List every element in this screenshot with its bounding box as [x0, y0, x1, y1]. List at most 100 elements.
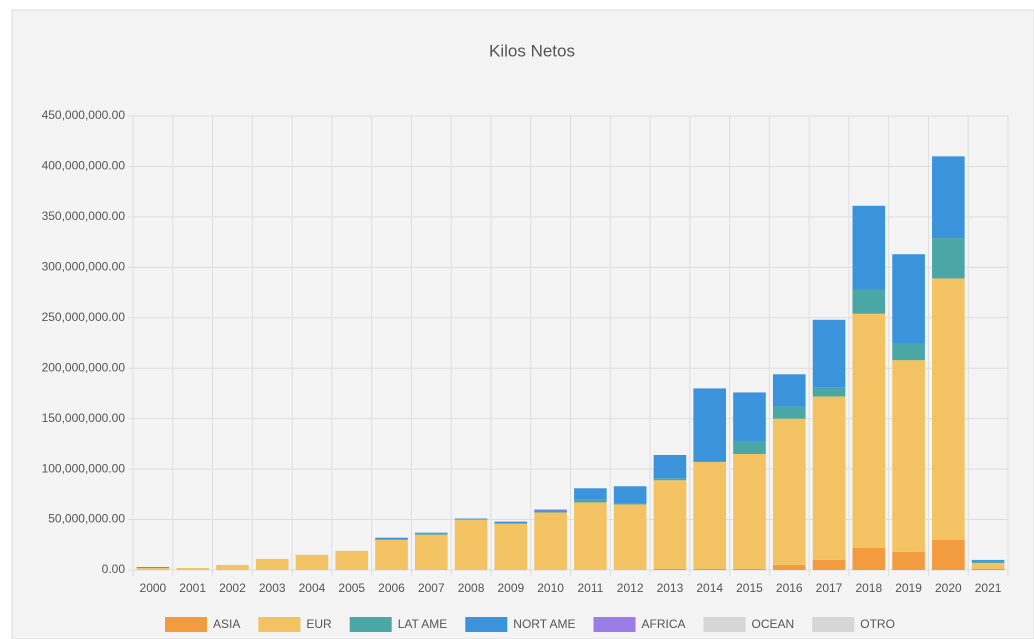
bar-segment [772, 564, 806, 570]
x-tick-label: 2018 [855, 581, 882, 595]
legend-label: ASIA [213, 617, 240, 631]
x-tick-label: 2014 [696, 581, 723, 595]
y-tick-label: 200,000,000.00 [42, 360, 126, 374]
bar-segment [534, 512, 567, 570]
bar-segment [653, 568, 687, 570]
bar-segment [255, 558, 289, 570]
legend-label: NORT AME [513, 617, 575, 631]
bar-segment [693, 568, 727, 570]
bar-segment [534, 509, 567, 511]
bar-segment [892, 254, 925, 343]
bar-segment [653, 478, 687, 481]
bar-segment [574, 488, 607, 500]
x-tick-label: 2011 [577, 581, 603, 595]
chart-title: Kilos Netos [489, 41, 575, 60]
bar-segment [653, 454, 687, 479]
legend-label: OCEAN [752, 617, 795, 631]
bar-segment [892, 343, 925, 361]
bar-segment [574, 499, 607, 503]
y-tick-label: 0.00 [102, 562, 126, 576]
x-tick-label: 2019 [895, 581, 922, 595]
x-tick-label: 2007 [418, 581, 445, 595]
bar-segment [733, 441, 766, 454]
bar-segment [932, 156, 965, 239]
bar-segment [812, 559, 846, 570]
legend-swatch [593, 617, 636, 632]
bar-segment [375, 539, 408, 570]
bar-segment [971, 562, 1005, 569]
bar-segment [852, 547, 886, 570]
bar-segment [216, 564, 249, 570]
legend-swatch [349, 617, 392, 632]
bar-segment [733, 568, 766, 570]
bar-segment [772, 406, 806, 419]
legend-swatch [703, 617, 746, 632]
bar-segment [733, 453, 766, 569]
x-tick-label: 2005 [338, 581, 365, 595]
bar-segment [852, 313, 886, 548]
x-tick-label: 2002 [219, 581, 246, 595]
legend-swatch [165, 617, 207, 632]
x-tick-label: 2008 [458, 581, 485, 595]
x-tick-label: 2015 [736, 581, 763, 595]
x-tick-label: 2004 [299, 581, 326, 595]
bar-segment [136, 567, 170, 570]
bar-segment [136, 566, 170, 568]
bar-segment [852, 289, 886, 314]
y-tick-label: 300,000,000.00 [42, 260, 126, 274]
legend-label: OTRO [860, 617, 895, 631]
bar-segment [852, 205, 886, 290]
bar-segment [613, 486, 647, 504]
bar-segment [414, 534, 448, 570]
bar-segment [534, 510, 567, 512]
x-tick-label: 2017 [816, 581, 843, 595]
bar-segment [693, 461, 727, 463]
bar-segment [892, 551, 925, 570]
bar-segment [693, 388, 727, 462]
y-tick-label: 250,000,000.00 [42, 310, 126, 324]
y-tick-label: 450,000,000.00 [42, 108, 126, 122]
bar-segment [932, 238, 965, 279]
legend-swatch [812, 617, 855, 632]
legend-label: AFRICA [642, 617, 686, 631]
x-tick-label: 2020 [935, 581, 962, 595]
bar-segment [335, 550, 369, 570]
bar-segment [772, 418, 806, 565]
bar-segment [932, 278, 965, 540]
bar-segment [892, 360, 925, 552]
legend-label: EUR [306, 617, 332, 631]
bar-segment [812, 396, 846, 560]
bar-segment [613, 504, 647, 570]
x-tick-label: 2003 [259, 581, 286, 595]
bar-segment [971, 568, 1005, 570]
bar-segment [414, 533, 448, 535]
bar-segment [653, 480, 687, 569]
bar-segment [375, 537, 408, 540]
x-tick-label: 2010 [537, 581, 564, 595]
bar-segment [772, 374, 806, 407]
y-tick-label: 150,000,000.00 [42, 411, 126, 425]
legend-label: LAT AME [398, 617, 448, 631]
x-tick-label: 2016 [776, 581, 803, 595]
y-tick-label: 400,000,000.00 [42, 159, 126, 173]
bar-segment [454, 518, 488, 520]
y-tick-label: 100,000,000.00 [42, 461, 126, 475]
bar-segment [534, 511, 567, 513]
bar-segment [971, 559, 1005, 561]
bar-segment [494, 523, 528, 570]
bar-segment [693, 462, 727, 569]
bar-segment [971, 560, 1005, 563]
bar-segment [733, 392, 766, 442]
bar-segment [295, 554, 329, 570]
x-tick-label: 2001 [179, 581, 206, 595]
y-tick-label: 50,000,000.00 [48, 512, 125, 526]
bar-segment [176, 567, 209, 570]
bar-segment [454, 519, 488, 570]
bar-segment [613, 503, 647, 505]
x-tick-label: 2013 [657, 581, 684, 595]
bar-segment [932, 539, 965, 570]
x-tick-label: 2021 [975, 581, 1002, 595]
legend-swatch [465, 617, 508, 632]
y-tick-label: 350,000,000.00 [42, 209, 126, 223]
